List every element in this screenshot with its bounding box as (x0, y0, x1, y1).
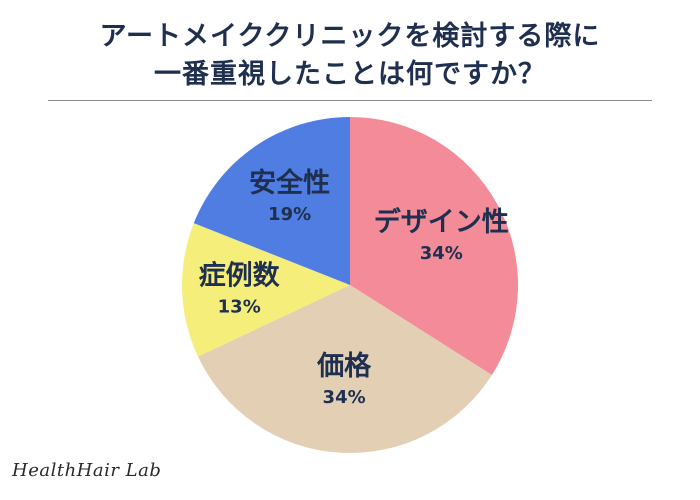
pie-slice-0 (350, 116, 519, 376)
pie-slice-2 (182, 223, 350, 357)
pie-slice-1 (197, 285, 492, 454)
slice-label-2: 症例数 (199, 261, 281, 292)
pie-slice-3 (193, 117, 350, 285)
slice-label-1: 価格 (316, 351, 372, 382)
slice-value-1: 34% (323, 387, 366, 408)
slice-value-0: 34% (420, 243, 463, 264)
brand-logo: HealthHair Lab (12, 460, 162, 481)
slice-value-3: 19% (268, 204, 311, 225)
chart-title: アートメイククリニックを検討する際に 一番重視したことは何ですか？ (0, 18, 700, 94)
slice-value-2: 13% (218, 297, 261, 318)
chart-title-line-2: 一番重視したことは何ですか？ (154, 59, 546, 90)
slice-label-0: デザイン性 (374, 206, 509, 238)
title-divider (48, 100, 652, 101)
chart-title-line-1: アートメイククリニックを検討する際に (99, 21, 601, 52)
slice-label-3: 安全性 (249, 167, 330, 199)
